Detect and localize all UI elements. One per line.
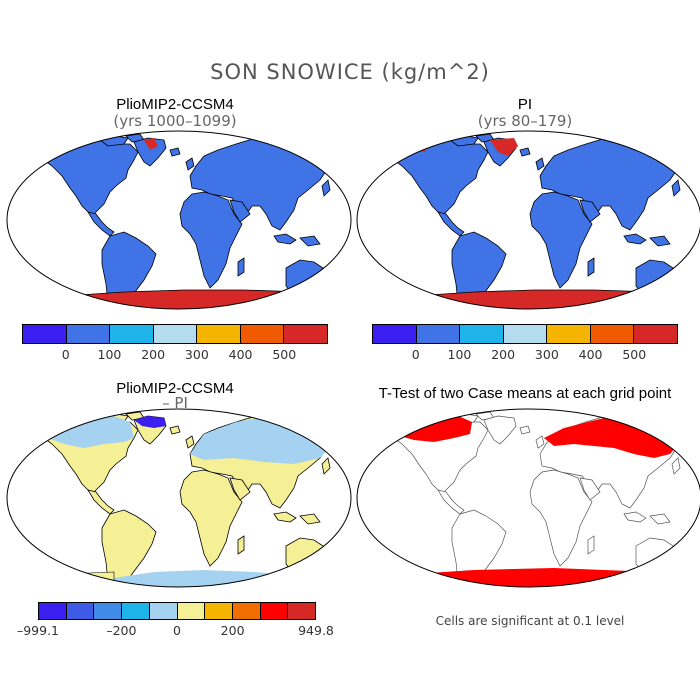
colorbar-tick-label: 0 (173, 623, 181, 638)
colorbar-swatch (634, 325, 678, 343)
colorbar-swatch (590, 325, 635, 343)
colorbar-tick-label: –999.1 (16, 623, 60, 638)
map-pliomip2 (6, 130, 352, 310)
map-difference (6, 408, 352, 588)
colorbar-swatch (153, 325, 198, 343)
colorbar-tick-label: 200 (141, 347, 166, 362)
colorbar-tick-label: 0 (61, 347, 70, 362)
colorbar-swatch (373, 325, 417, 343)
colorbar-tick-label: 949.8 (298, 623, 334, 638)
panel2-title: PI (517, 96, 533, 113)
colorbar-swatch (197, 325, 241, 343)
colorbar-tick-label: 200 (220, 623, 245, 638)
colorbar-tick-label: 400 (228, 347, 253, 362)
colorbar-swatch (39, 603, 67, 619)
colorbar-swatch (240, 325, 285, 343)
figure-title: SON SNOWICE (kg/m^2) (210, 60, 490, 84)
colorbar-swatch (205, 603, 233, 619)
colorbar-tick-label: 200 (491, 347, 516, 362)
colorbar-swatch (122, 603, 150, 619)
panel3-title: PlioMIP2-CCSM4 (116, 380, 234, 397)
panel1-title: PlioMIP2-CCSM4 (116, 96, 234, 113)
colorbar-swatch (94, 603, 123, 619)
colorbar-swatch (416, 325, 461, 343)
panel4-title: T-Test of two Case means at each grid po… (378, 385, 672, 402)
colorbar-swatch (288, 603, 316, 619)
colorbar-swatch (260, 603, 289, 619)
colorbar-swatch (547, 325, 591, 343)
colorbar-pliomip2-ticks: 0 100 200 300 400 500 (22, 347, 328, 363)
colorbar-tick-label: 300 (534, 347, 559, 362)
colorbar-pi (372, 324, 678, 344)
colorbar-difference-ticks: –999.1 –200 0 200 949.8 (17, 623, 334, 639)
colorbar-swatch (460, 325, 504, 343)
panel2-subtitle: (yrs 80–179) (477, 112, 573, 130)
significance-note: Cells are significant at 0.1 level (435, 614, 625, 628)
colorbar-tick-label: 300 (184, 347, 209, 362)
colorbar-tick-label: 400 (578, 347, 603, 362)
colorbar-tick-label: 100 (97, 347, 122, 362)
panel1-subtitle: (yrs 1000–1099) (113, 112, 237, 130)
colorbar-swatch (66, 325, 111, 343)
colorbar-difference (38, 602, 316, 620)
colorbar-swatch (503, 325, 548, 343)
colorbar-tick-label: 500 (272, 347, 297, 362)
map-pi (356, 130, 700, 310)
panel3-subtitle: – PI (162, 394, 188, 412)
colorbar-tick-label: 100 (447, 347, 472, 362)
colorbar-pliomip2 (22, 324, 328, 344)
colorbar-swatch (177, 603, 206, 619)
colorbar-swatch (149, 603, 178, 619)
colorbar-pi-ticks: 0 100 200 300 400 500 (372, 347, 678, 363)
colorbar-swatch (284, 325, 328, 343)
colorbar-swatch (232, 603, 261, 619)
colorbar-tick-label: 500 (622, 347, 647, 362)
colorbar-swatch (23, 325, 67, 343)
colorbar-swatch (66, 603, 95, 619)
map-ttest (356, 408, 700, 588)
colorbar-tick-label: –200 (106, 623, 137, 638)
colorbar-tick-label: 0 (411, 347, 420, 362)
colorbar-swatch (110, 325, 154, 343)
